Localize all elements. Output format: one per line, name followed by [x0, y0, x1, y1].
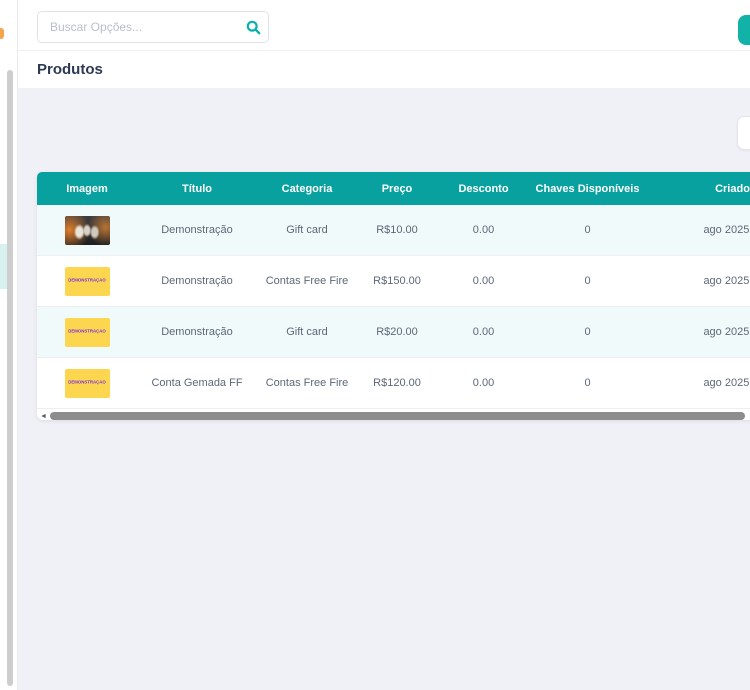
- thumbnail-label: DEMONSTRAÇÃO: [68, 329, 106, 335]
- cell-criado: ago 2025, 0: [703, 326, 750, 338]
- column-header-imagem: Imagem: [66, 182, 108, 195]
- search-box: [37, 11, 269, 43]
- table-row[interactable]: Demonstração Gift card R$10.00 0.00 0 ag…: [37, 205, 750, 256]
- cell-criado: ago 2025, 0: [703, 224, 750, 236]
- table-row[interactable]: DEMONSTRAÇÃO Conta Gemada FF Contas Free…: [37, 358, 750, 409]
- primary-action-button[interactable]: [738, 15, 750, 45]
- search-input[interactable]: [48, 19, 238, 35]
- thumbnail-label: DEMONSTRAÇÃO: [68, 278, 106, 284]
- cell-titulo: Demonstração: [161, 326, 233, 338]
- table-row[interactable]: DEMONSTRAÇÃO Demonstração Contas Free Fi…: [37, 256, 750, 307]
- column-header-criado: Criado: [715, 182, 750, 195]
- sidebar-edge: [0, 0, 18, 690]
- cell-titulo: Demonstração: [161, 275, 233, 287]
- sidebar-logo-fragment-icon: [0, 28, 4, 39]
- cell-categoria: Gift card: [286, 224, 328, 236]
- cell-titulo: Demonstração: [161, 224, 233, 236]
- column-header-titulo: Título: [182, 182, 212, 195]
- column-header-desconto: Desconto: [458, 182, 509, 195]
- cell-preco: R$120.00: [373, 377, 421, 389]
- cell-preco: R$150.00: [373, 275, 421, 287]
- product-thumbnail-banner: DEMONSTRAÇÃO: [64, 266, 110, 296]
- cell-chaves: 0: [584, 377, 591, 389]
- top-bar-divider: [18, 50, 750, 51]
- cell-desconto: 0.00: [472, 326, 495, 338]
- horizontal-scrollbar-thumb[interactable]: [50, 412, 745, 420]
- cell-chaves: 0: [584, 275, 591, 287]
- vertical-scrollbar[interactable]: [7, 70, 13, 686]
- cell-preco: R$20.00: [376, 326, 418, 338]
- cell-criado: ago 2025, 0: [703, 275, 750, 287]
- product-thumbnail-photo: [64, 215, 110, 245]
- cell-desconto: 0.00: [472, 224, 495, 236]
- thumbnail-label: DEMONSTRAÇÃO: [68, 380, 106, 386]
- cell-criado: ago 2025, 0: [703, 377, 750, 389]
- column-header-chaves: Chaves Disponíveis: [535, 182, 640, 195]
- table-toolbar-button[interactable]: [737, 116, 750, 150]
- table-header-row: Imagem Título Categoria Preço Desconto C…: [37, 172, 750, 205]
- horizontal-scrollbar[interactable]: ◄: [37, 409, 750, 424]
- product-thumbnail-banner: DEMONSTRAÇÃO: [64, 317, 110, 347]
- cell-desconto: 0.00: [472, 377, 495, 389]
- cell-categoria: Contas Free Fire: [265, 377, 349, 389]
- cell-preco: R$10.00: [376, 224, 418, 236]
- product-thumbnail-banner: DEMONSTRAÇÃO: [64, 368, 110, 398]
- table-row[interactable]: DEMONSTRAÇÃO Demonstração Gift card R$20…: [37, 307, 750, 358]
- cell-categoria: Gift card: [286, 326, 328, 338]
- cell-chaves: 0: [584, 224, 591, 236]
- search-icon[interactable]: [238, 13, 268, 41]
- cell-titulo: Conta Gemada FF: [151, 377, 243, 389]
- sidebar-active-item-fragment: [0, 244, 10, 289]
- products-table-card: Imagem Título Categoria Preço Desconto C…: [37, 172, 750, 420]
- scroll-left-arrow-icon[interactable]: ◄: [40, 413, 47, 420]
- page-title: Produtos: [37, 61, 103, 78]
- column-header-categoria: Categoria: [281, 182, 333, 195]
- cell-categoria: Contas Free Fire: [265, 275, 349, 287]
- cell-desconto: 0.00: [472, 275, 495, 287]
- cell-chaves: 0: [584, 326, 591, 338]
- column-header-preco: Preço: [381, 182, 413, 195]
